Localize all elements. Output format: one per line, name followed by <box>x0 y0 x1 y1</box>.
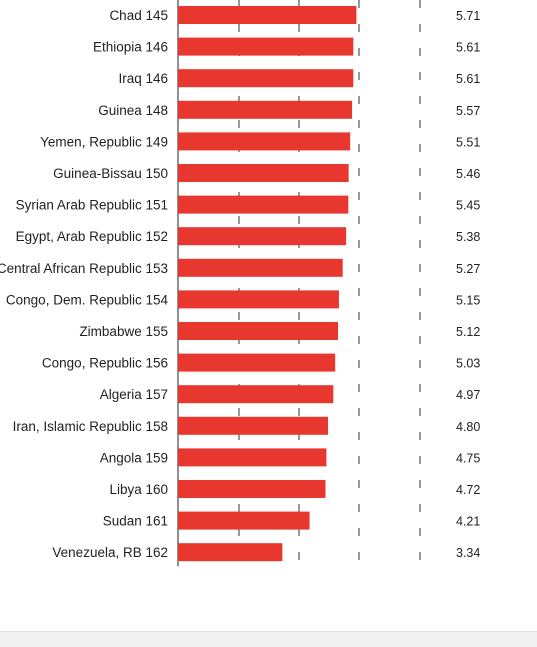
value-label: 5.45 <box>456 199 480 213</box>
bar <box>178 480 326 498</box>
value-label: 5.15 <box>456 293 480 307</box>
bar <box>178 164 349 182</box>
category-label: Zimbabwe 155 <box>79 324 168 339</box>
chart-gridlines <box>177 0 421 567</box>
category-label: Venezuela, RB 162 <box>52 545 168 560</box>
bar <box>178 195 349 214</box>
footer-band <box>0 631 537 647</box>
category-label: Chad 145 <box>109 8 168 23</box>
value-label: 4.72 <box>456 483 480 497</box>
bar <box>178 543 283 562</box>
chart-bars <box>178 6 357 562</box>
category-label: Angola 159 <box>100 450 168 465</box>
bar <box>178 37 354 56</box>
category-label: Ethiopia 146 <box>93 40 168 55</box>
value-label: 4.80 <box>456 420 480 434</box>
value-label: 5.71 <box>456 9 480 23</box>
value-label: 4.97 <box>456 388 480 402</box>
category-label: Algeria 157 <box>100 387 168 402</box>
bar <box>178 448 327 467</box>
bar <box>178 100 353 119</box>
value-label: 5.38 <box>456 230 480 244</box>
category-label: Congo, Republic 156 <box>42 356 168 371</box>
chart-category-labels: Chad 145 Ethiopia 146 Iraq 146 Guinea 148 Ye… <box>0 8 168 560</box>
value-label: 5.03 <box>456 357 480 371</box>
value-label: 4.75 <box>456 451 480 465</box>
value-label: 5.61 <box>456 41 480 55</box>
category-label: Central African Republic 153 <box>0 261 168 276</box>
value-label: 5.27 <box>456 262 480 276</box>
value-label: 5.57 <box>456 104 480 118</box>
category-label: Syrian Arab Republic 151 <box>16 198 168 213</box>
category-label: Iraq 146 <box>118 71 168 86</box>
category-label: Yemen, Republic 149 <box>40 134 168 149</box>
bar <box>178 322 338 340</box>
bar <box>178 6 357 24</box>
value-label: 5.46 <box>456 167 480 181</box>
category-label: Egypt, Arab Republic 152 <box>16 229 168 244</box>
bar <box>178 385 334 404</box>
bar <box>178 416 328 435</box>
value-label: 3.34 <box>456 546 480 560</box>
bar <box>178 511 310 530</box>
category-label: Sudan 161 <box>103 514 168 529</box>
bar <box>178 290 339 309</box>
bar <box>178 258 343 277</box>
bar <box>178 353 336 372</box>
value-label: 4.21 <box>456 515 480 529</box>
value-label: 5.12 <box>456 325 480 339</box>
chart-value-labels: 5.71 5.61 5.61 5.57 5.51 5.46 5.45 5.38 5.27 5.15… <box>456 9 480 560</box>
category-label: Iran, Islamic Republic 158 <box>13 419 168 434</box>
category-label: Guinea-Bissau 150 <box>53 166 168 181</box>
bar <box>178 132 351 151</box>
value-label: 5.51 <box>456 135 480 149</box>
bar <box>178 227 347 246</box>
category-label: Libya 160 <box>109 482 168 497</box>
value-label: 5.61 <box>456 72 480 86</box>
category-label: Guinea 148 <box>98 103 168 118</box>
category-label: Congo, Dem. Republic 154 <box>6 292 169 307</box>
bar <box>178 69 354 88</box>
